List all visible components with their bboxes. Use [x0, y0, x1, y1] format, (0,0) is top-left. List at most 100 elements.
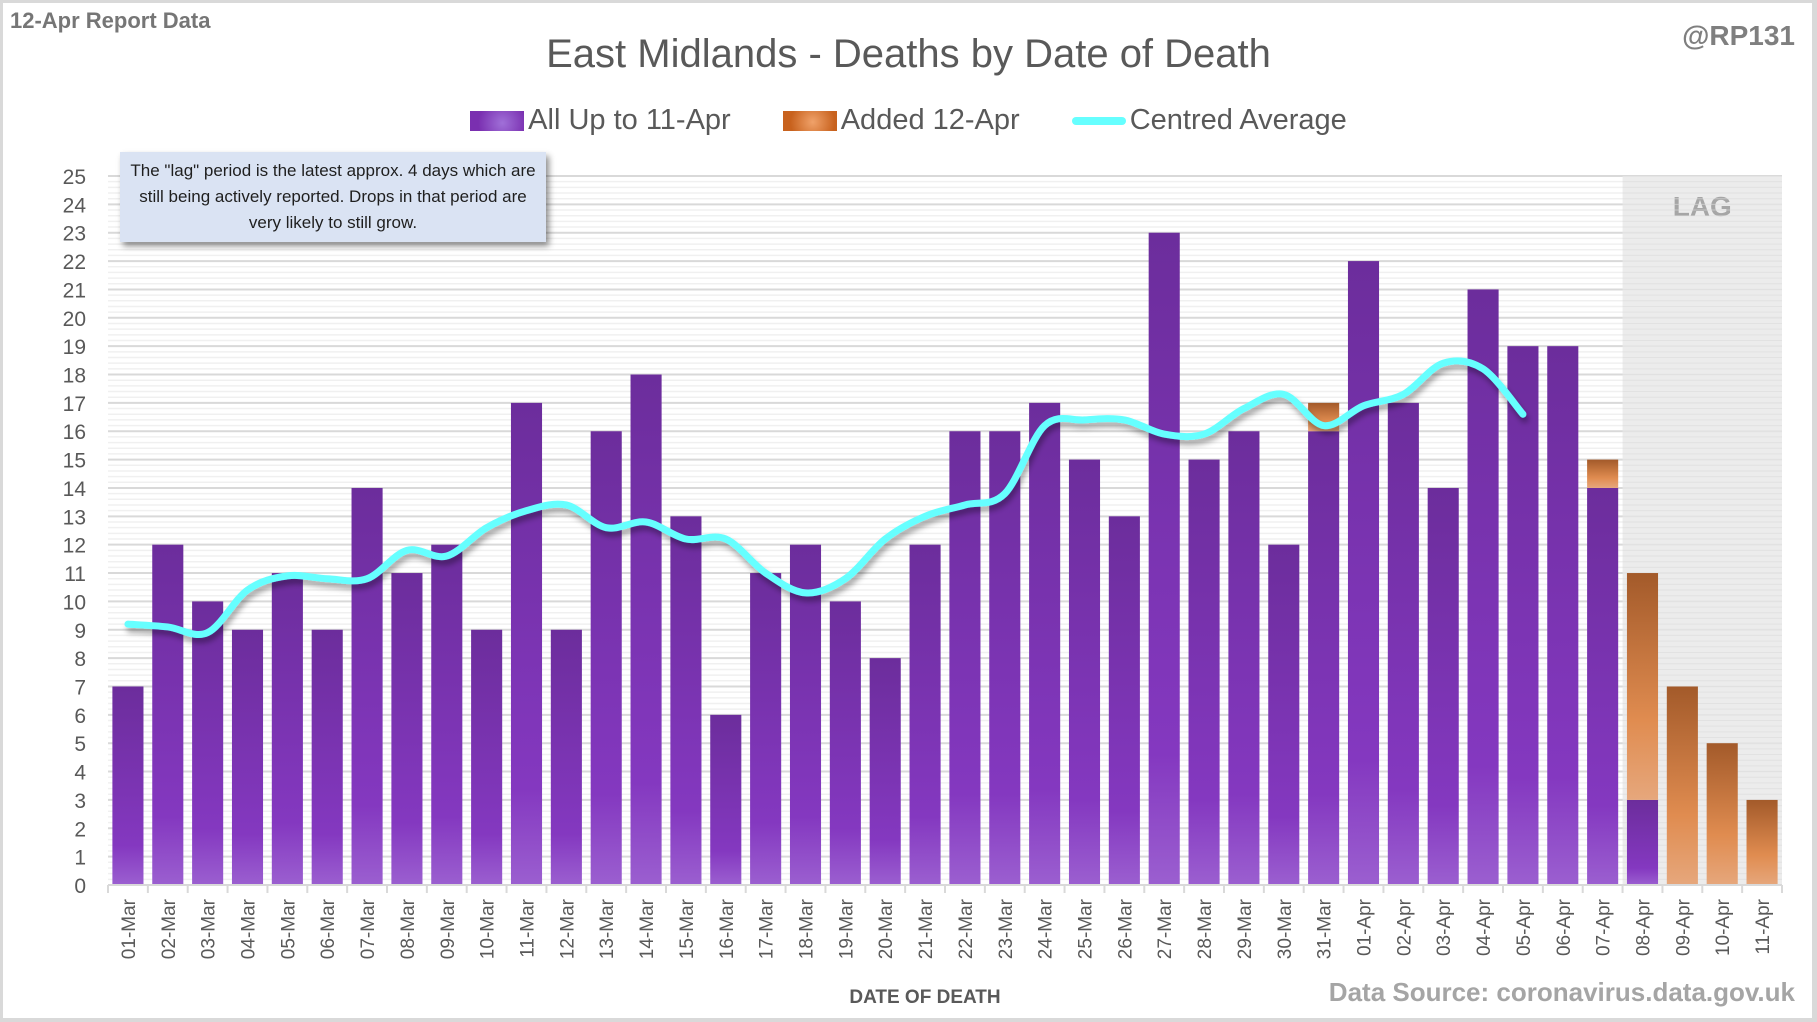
y-tick-label: 21 — [63, 279, 86, 302]
y-tick-label: 23 — [63, 223, 86, 246]
x-tick-label: 11-Apr — [1753, 898, 1774, 954]
x-tick-label: 10-Apr — [1713, 898, 1734, 956]
bar-added — [1587, 459, 1619, 488]
y-tick-label: 14 — [63, 478, 87, 501]
data-source: Data Source: coronavirus.data.gov.uk — [1328, 977, 1795, 1007]
bar-added — [1746, 799, 1778, 885]
legend-swatch-average — [1071, 116, 1126, 125]
x-tick-label: 11-Mar — [518, 898, 539, 957]
bar-previous — [271, 573, 303, 885]
x-tick-label: 04-Apr — [1474, 898, 1495, 956]
x-tick-label: 09-Mar — [438, 898, 459, 959]
x-tick-label: 29-Mar — [1235, 898, 1256, 959]
bar-previous — [909, 544, 941, 885]
bar-added — [1666, 686, 1698, 885]
y-tick-label: 8 — [74, 648, 86, 671]
bar-previous — [1387, 402, 1419, 885]
lag-label: LAG — [1673, 191, 1732, 222]
x-tick-label: 30-Mar — [1275, 898, 1296, 959]
y-tick-label: 18 — [63, 365, 86, 388]
bar-previous — [789, 544, 822, 885]
bar-previous — [1308, 431, 1340, 885]
x-tick-label: 10-Mar — [478, 898, 499, 959]
report-label: 12-Apr Report Data — [10, 8, 211, 33]
y-tick-label: 17 — [63, 393, 86, 416]
x-tick-label: 04-Mar — [239, 898, 260, 959]
y-tick-label: 0 — [74, 875, 86, 898]
x-tick-label: 05-Apr — [1514, 898, 1535, 956]
x-tick-label: 06-Apr — [1554, 898, 1575, 956]
x-tick-label: 27-Mar — [1155, 898, 1176, 959]
bar-previous — [710, 714, 742, 885]
legend-label: Centred Average — [1129, 104, 1347, 136]
y-tick-label: 12 — [63, 535, 86, 558]
y-tick-label: 9 — [74, 620, 86, 643]
legend-item-previous: All Up to 11-Apr — [470, 104, 731, 137]
x-tick-label: 07-Apr — [1594, 898, 1615, 956]
y-tick-label: 3 — [74, 790, 86, 813]
x-tick-label: 18-Mar — [797, 898, 818, 959]
bar-previous — [1228, 431, 1260, 885]
x-tick-label: 24-Mar — [1036, 898, 1057, 959]
x-tick-label: 01-Apr — [1355, 898, 1376, 956]
x-tick-label: 19-Mar — [836, 898, 857, 959]
centred-average-line — [124, 357, 1527, 638]
y-tick-label: 20 — [63, 308, 86, 331]
bar-previous — [1547, 346, 1579, 885]
legend-label: All Up to 11-Apr — [528, 104, 731, 136]
bar-previous — [1029, 402, 1061, 885]
bar-previous — [112, 686, 144, 885]
legend-item-average: Centred Average — [1071, 104, 1347, 137]
bar-previous — [670, 516, 702, 885]
x-tick-label: 02-Mar — [159, 898, 180, 959]
bar-previous — [1507, 346, 1539, 885]
bar-previous — [311, 629, 343, 885]
y-tick-label: 15 — [63, 450, 86, 473]
bar-previous — [1148, 232, 1180, 886]
bar-previous — [1467, 289, 1499, 885]
legend-swatch-added — [782, 110, 837, 131]
bar-previous — [510, 402, 543, 885]
y-tick-label: 25 — [63, 166, 86, 189]
bar-previous — [152, 544, 184, 885]
x-tick-label: 15-Mar — [677, 898, 698, 959]
author-handle: @RP131 — [1682, 20, 1795, 51]
bar-previous — [431, 544, 463, 885]
bar-added — [1626, 573, 1659, 800]
y-tick-label: 1 — [74, 847, 86, 870]
x-tick-label: 16-Mar — [717, 898, 738, 959]
x-tick-label: 03-Apr — [1434, 898, 1455, 956]
y-tick-label: 7 — [74, 676, 86, 699]
y-tick-label: 19 — [63, 336, 86, 359]
y-tick-label: 13 — [63, 506, 86, 529]
y-tick-label: 24 — [63, 194, 87, 217]
x-tick-label: 05-Mar — [278, 898, 299, 959]
bar-previous — [590, 431, 622, 885]
x-tick-label: 06-Mar — [318, 898, 339, 959]
x-tick-label: 28-Mar — [1195, 898, 1216, 959]
bar-previous — [1108, 516, 1140, 885]
x-tick-label: 17-Mar — [757, 898, 778, 959]
x-tick-label: 31-Mar — [1315, 898, 1336, 959]
bar-previous — [989, 431, 1021, 885]
bar-previous — [750, 573, 782, 885]
legend-swatch-previous — [470, 110, 525, 131]
x-tick-label: 20-Mar — [876, 898, 897, 959]
x-tick-label: 25-Mar — [1076, 898, 1097, 959]
bar-previous — [1427, 487, 1459, 885]
bar-previous — [869, 658, 901, 885]
x-tick-label: 07-Mar — [358, 898, 379, 959]
chart-title: East Midlands - Deaths by Date of Death — [546, 32, 1271, 76]
x-tick-label: 02-Apr — [1394, 898, 1415, 956]
bar-previous — [391, 573, 423, 885]
x-tick-label: 03-Mar — [199, 898, 220, 959]
bar-previous — [630, 374, 662, 885]
x-tick-label: 14-Mar — [637, 898, 658, 959]
x-tick-label: 12-Mar — [557, 898, 578, 959]
y-tick-label: 11 — [64, 563, 86, 586]
bar-previous — [1347, 261, 1380, 886]
x-tick-label: 21-Mar — [916, 898, 937, 959]
y-tick-label: 10 — [63, 591, 86, 614]
y-tick-label: 6 — [74, 705, 86, 728]
